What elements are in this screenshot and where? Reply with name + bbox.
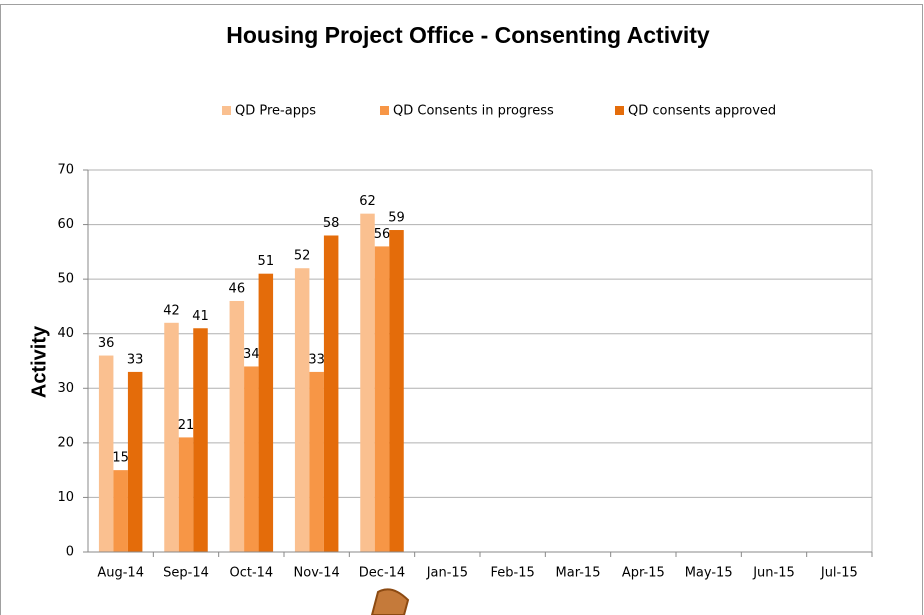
data-label: 42 xyxy=(163,303,180,318)
data-label: 15 xyxy=(112,451,129,466)
data-label: 21 xyxy=(178,418,195,433)
y-tick-label: 20 xyxy=(57,435,74,450)
legend-label: QD consents approved xyxy=(628,104,776,119)
data-label: 59 xyxy=(388,211,405,226)
legend-label: QD Consents in progress xyxy=(393,104,554,119)
chart-title: Housing Project Office - Consenting Acti… xyxy=(226,22,710,48)
x-tick-label: Sep-14 xyxy=(163,566,209,581)
chart-border xyxy=(0,4,923,615)
bar xyxy=(389,230,404,552)
y-axis-label: Activity xyxy=(28,325,50,398)
bar xyxy=(127,371,143,552)
x-tick-label: Jun-15 xyxy=(752,566,795,581)
x-tick-label: Mar-15 xyxy=(556,566,601,581)
x-tick-label: Jan-15 xyxy=(426,566,468,581)
data-label: 41 xyxy=(192,309,209,324)
x-tick-label: Apr-15 xyxy=(622,566,665,581)
legend-swatch xyxy=(222,106,231,115)
x-tick-label: Nov-14 xyxy=(294,566,340,581)
y-tick-label: 60 xyxy=(57,217,74,232)
x-tick-label: Dec-14 xyxy=(359,566,405,581)
bar xyxy=(229,300,245,552)
data-label: 36 xyxy=(98,336,115,351)
bar xyxy=(244,366,259,552)
x-tick-label: Feb-15 xyxy=(491,566,535,581)
y-tick-label: 30 xyxy=(57,381,74,396)
x-tick-label: Oct-14 xyxy=(229,566,273,581)
bar xyxy=(178,437,194,552)
bar xyxy=(360,213,375,552)
bar xyxy=(258,273,274,552)
x-tick-label: Aug-14 xyxy=(97,566,144,581)
y-tick-label: 70 xyxy=(57,163,74,178)
legend-swatch xyxy=(615,106,624,115)
bar xyxy=(323,235,339,552)
bar xyxy=(294,268,310,552)
legend-label: QD Pre-apps xyxy=(235,104,316,119)
data-label: 46 xyxy=(229,281,246,296)
data-label: 52 xyxy=(294,249,311,264)
data-label: 33 xyxy=(127,352,144,367)
data-label: 51 xyxy=(258,254,275,269)
bar xyxy=(374,246,390,552)
data-label: 62 xyxy=(359,194,376,209)
data-label: 56 xyxy=(374,227,391,242)
bar xyxy=(193,328,208,552)
x-tick-label: May-15 xyxy=(685,566,733,581)
bar xyxy=(164,322,179,552)
x-tick-label: Jul-15 xyxy=(820,566,858,581)
legend-swatch xyxy=(380,106,389,115)
y-tick-label: 0 xyxy=(66,545,74,560)
pointer-arrow xyxy=(370,588,410,615)
bar xyxy=(98,355,114,552)
y-tick-label: 40 xyxy=(57,326,74,341)
data-label: 34 xyxy=(243,347,260,362)
bar xyxy=(309,371,324,552)
data-label: 58 xyxy=(323,216,340,231)
data-label: 33 xyxy=(308,352,325,367)
y-tick-label: 10 xyxy=(57,490,74,505)
y-tick-label: 50 xyxy=(57,272,74,287)
bar xyxy=(113,470,128,552)
